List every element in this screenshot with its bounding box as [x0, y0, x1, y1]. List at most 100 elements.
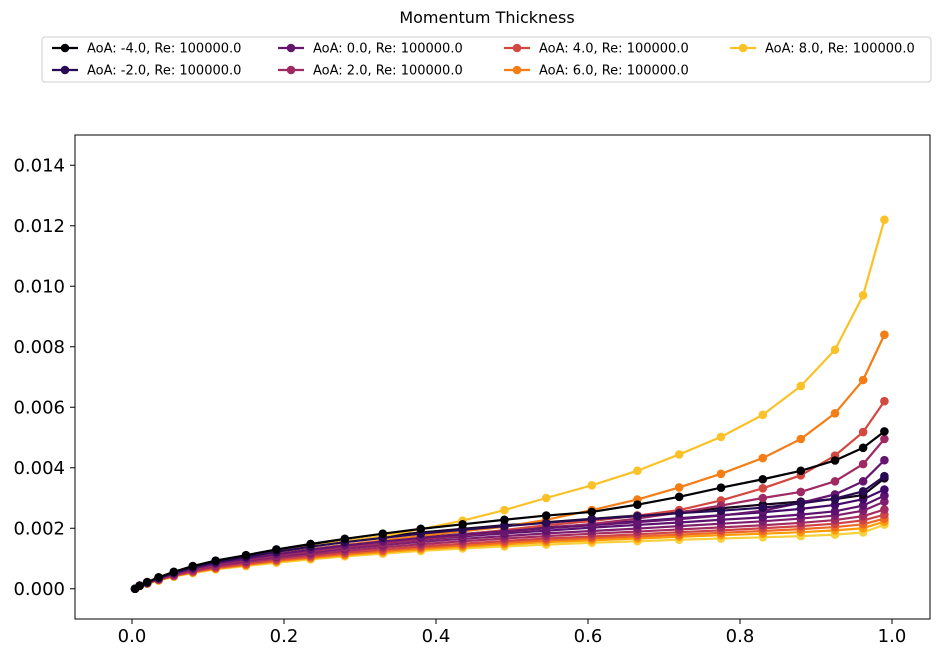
y-tick-label: 0.012 [13, 216, 65, 237]
data-point [796, 466, 806, 476]
data-point [188, 561, 198, 571]
data-point [587, 520, 597, 530]
data-point [880, 485, 889, 494]
x-tick-label: 0.8 [726, 626, 755, 647]
x-tick-label: 0.4 [422, 626, 451, 647]
y-tick-label: 0.004 [13, 458, 65, 479]
legend-label: AoA: -2.0, Re: 100000.0 [87, 64, 241, 79]
legend-item: AoA: 0.0, Re: 100000.0 [278, 42, 463, 57]
data-point [880, 427, 889, 436]
data-point [500, 505, 509, 515]
data-point [858, 477, 868, 486]
legend-item: AoA: 6.0, Re: 100000.0 [504, 64, 689, 79]
data-point [758, 410, 768, 420]
data-point [880, 505, 889, 514]
data-point [458, 520, 467, 529]
data-point [633, 517, 642, 527]
data-point [169, 567, 179, 577]
chart-title: Momentum Thickness [399, 8, 574, 27]
data-point [880, 471, 889, 481]
data-point [880, 215, 889, 224]
data-point [142, 577, 152, 587]
data-point [880, 491, 889, 500]
data-point [135, 581, 144, 591]
y-tick-label: 0.010 [13, 276, 65, 297]
data-point [796, 499, 806, 508]
plot-area [130, 215, 889, 594]
data-point [674, 514, 684, 524]
data-point [796, 487, 806, 497]
data-point [758, 484, 768, 493]
legend-label: AoA: 0.0, Re: 100000.0 [313, 42, 463, 57]
data-point [716, 469, 726, 479]
legend-item: AoA: -4.0, Re: 100000.0 [52, 42, 241, 57]
data-point [880, 396, 889, 406]
legend-marker [738, 43, 748, 53]
x-tick-label: 0.2 [270, 626, 299, 647]
legend-item: AoA: 2.0, Re: 100000.0 [278, 64, 463, 79]
data-point [541, 493, 551, 503]
data-point [500, 515, 509, 525]
data-point [587, 507, 597, 517]
data-point [154, 572, 163, 582]
legend-marker [286, 43, 296, 53]
axes: 0.0 0.2 0.4 0.6 0.8 1.0 0.000 0.002 0.004 0.006 0.… [13, 134, 931, 647]
data-point [211, 556, 220, 565]
y-tick-label: 0.002 [13, 518, 65, 539]
data-point [587, 514, 597, 524]
data-point [880, 434, 889, 444]
data-point [633, 466, 642, 476]
data-point [340, 534, 350, 544]
data-point [880, 330, 889, 339]
data-point [880, 497, 889, 506]
y-tick-label: 0.006 [13, 397, 65, 418]
data-point [830, 345, 840, 355]
data-point [758, 503, 768, 512]
data-point [858, 427, 868, 437]
data-point [858, 443, 868, 453]
data-point [241, 550, 251, 560]
legend-marker [286, 65, 296, 75]
data-point [796, 381, 806, 391]
legend-label: AoA: 2.0, Re: 100000.0 [313, 64, 463, 79]
data-point [716, 506, 726, 516]
data-point [674, 483, 684, 492]
data-point [758, 453, 768, 463]
data-point [830, 507, 840, 516]
data-point [796, 434, 806, 444]
data-point [306, 539, 315, 549]
data-point [880, 455, 889, 465]
data-point [541, 511, 551, 520]
data-point [633, 500, 642, 509]
data-point [858, 487, 868, 496]
legend-marker [512, 43, 522, 53]
data-point [858, 291, 868, 300]
data-point [758, 493, 768, 503]
x-tick-label: 1.0 [878, 626, 907, 647]
legend-item: AoA: 8.0, Re: 100000.0 [730, 42, 915, 57]
axes-frame [74, 134, 931, 620]
data-point [674, 450, 684, 459]
data-point [633, 511, 642, 521]
data-point [858, 501, 868, 510]
legend-box [41, 36, 932, 83]
x-tick-label: 0.6 [574, 626, 603, 647]
legend-marker [60, 65, 70, 75]
legend-item: AoA: 4.0, Re: 100000.0 [504, 42, 689, 57]
data-point [416, 524, 426, 534]
x-tick-label: 0.0 [118, 626, 147, 647]
data-point [587, 481, 597, 490]
legend-item: AoA: -2.0, Re: 100000.0 [52, 64, 241, 79]
data-point [830, 456, 840, 465]
data-point [674, 508, 684, 518]
data-point [674, 492, 684, 502]
legend-label: AoA: 4.0, Re: 100000.0 [539, 42, 689, 57]
series-0 [130, 427, 889, 594]
data-point [830, 494, 840, 503]
y-tick-label: 0.008 [13, 337, 65, 358]
data-point [378, 529, 388, 538]
data-point [830, 477, 840, 486]
data-point [830, 409, 840, 418]
